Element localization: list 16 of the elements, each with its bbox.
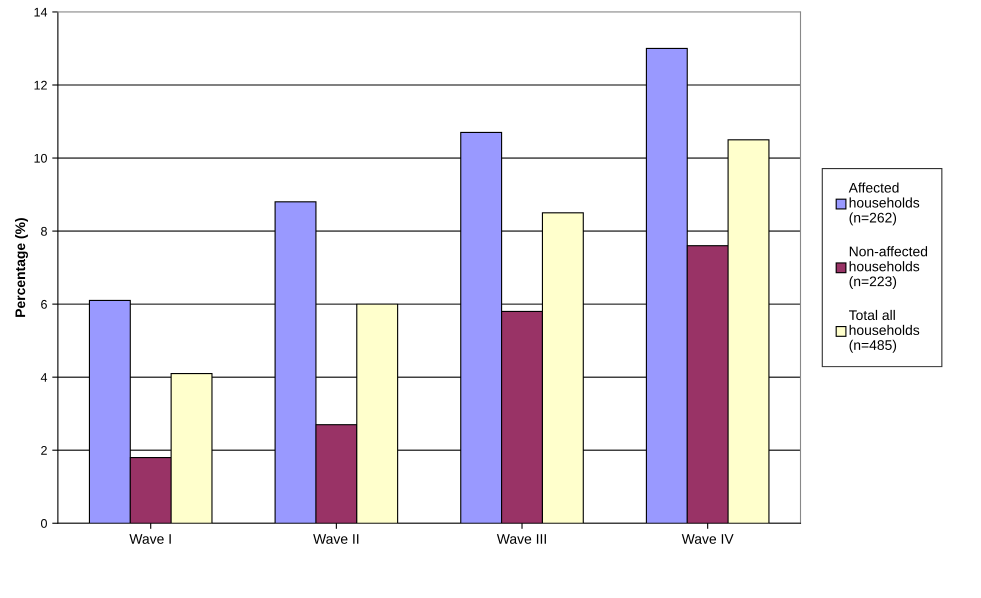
x-tick-label: Wave III (496, 534, 546, 544)
y-tick-label: 6 (41, 300, 47, 309)
y-tick-label: 10 (34, 154, 47, 163)
x-tick-label: Wave II (313, 534, 358, 544)
y-axis-title: Percentage (%) (14, 218, 28, 317)
y-tick-label: 14 (34, 8, 48, 16)
x-tick-label: Wave I (129, 534, 171, 544)
legend-label: Affected households (n=262) (848, 182, 920, 226)
legend-label: Total all households (n=485) (848, 310, 920, 353)
y-tick-label: 12 (34, 80, 47, 90)
y-tick-label: 0 (41, 519, 47, 528)
y-tick-label: 8 (41, 226, 47, 236)
x-tick-label: Wave IV (682, 534, 734, 544)
y-tick-label: 4 (40, 373, 48, 382)
y-tick-label: 2 (41, 446, 47, 455)
legend-label: Non-affected households (n=223) (850, 246, 928, 290)
